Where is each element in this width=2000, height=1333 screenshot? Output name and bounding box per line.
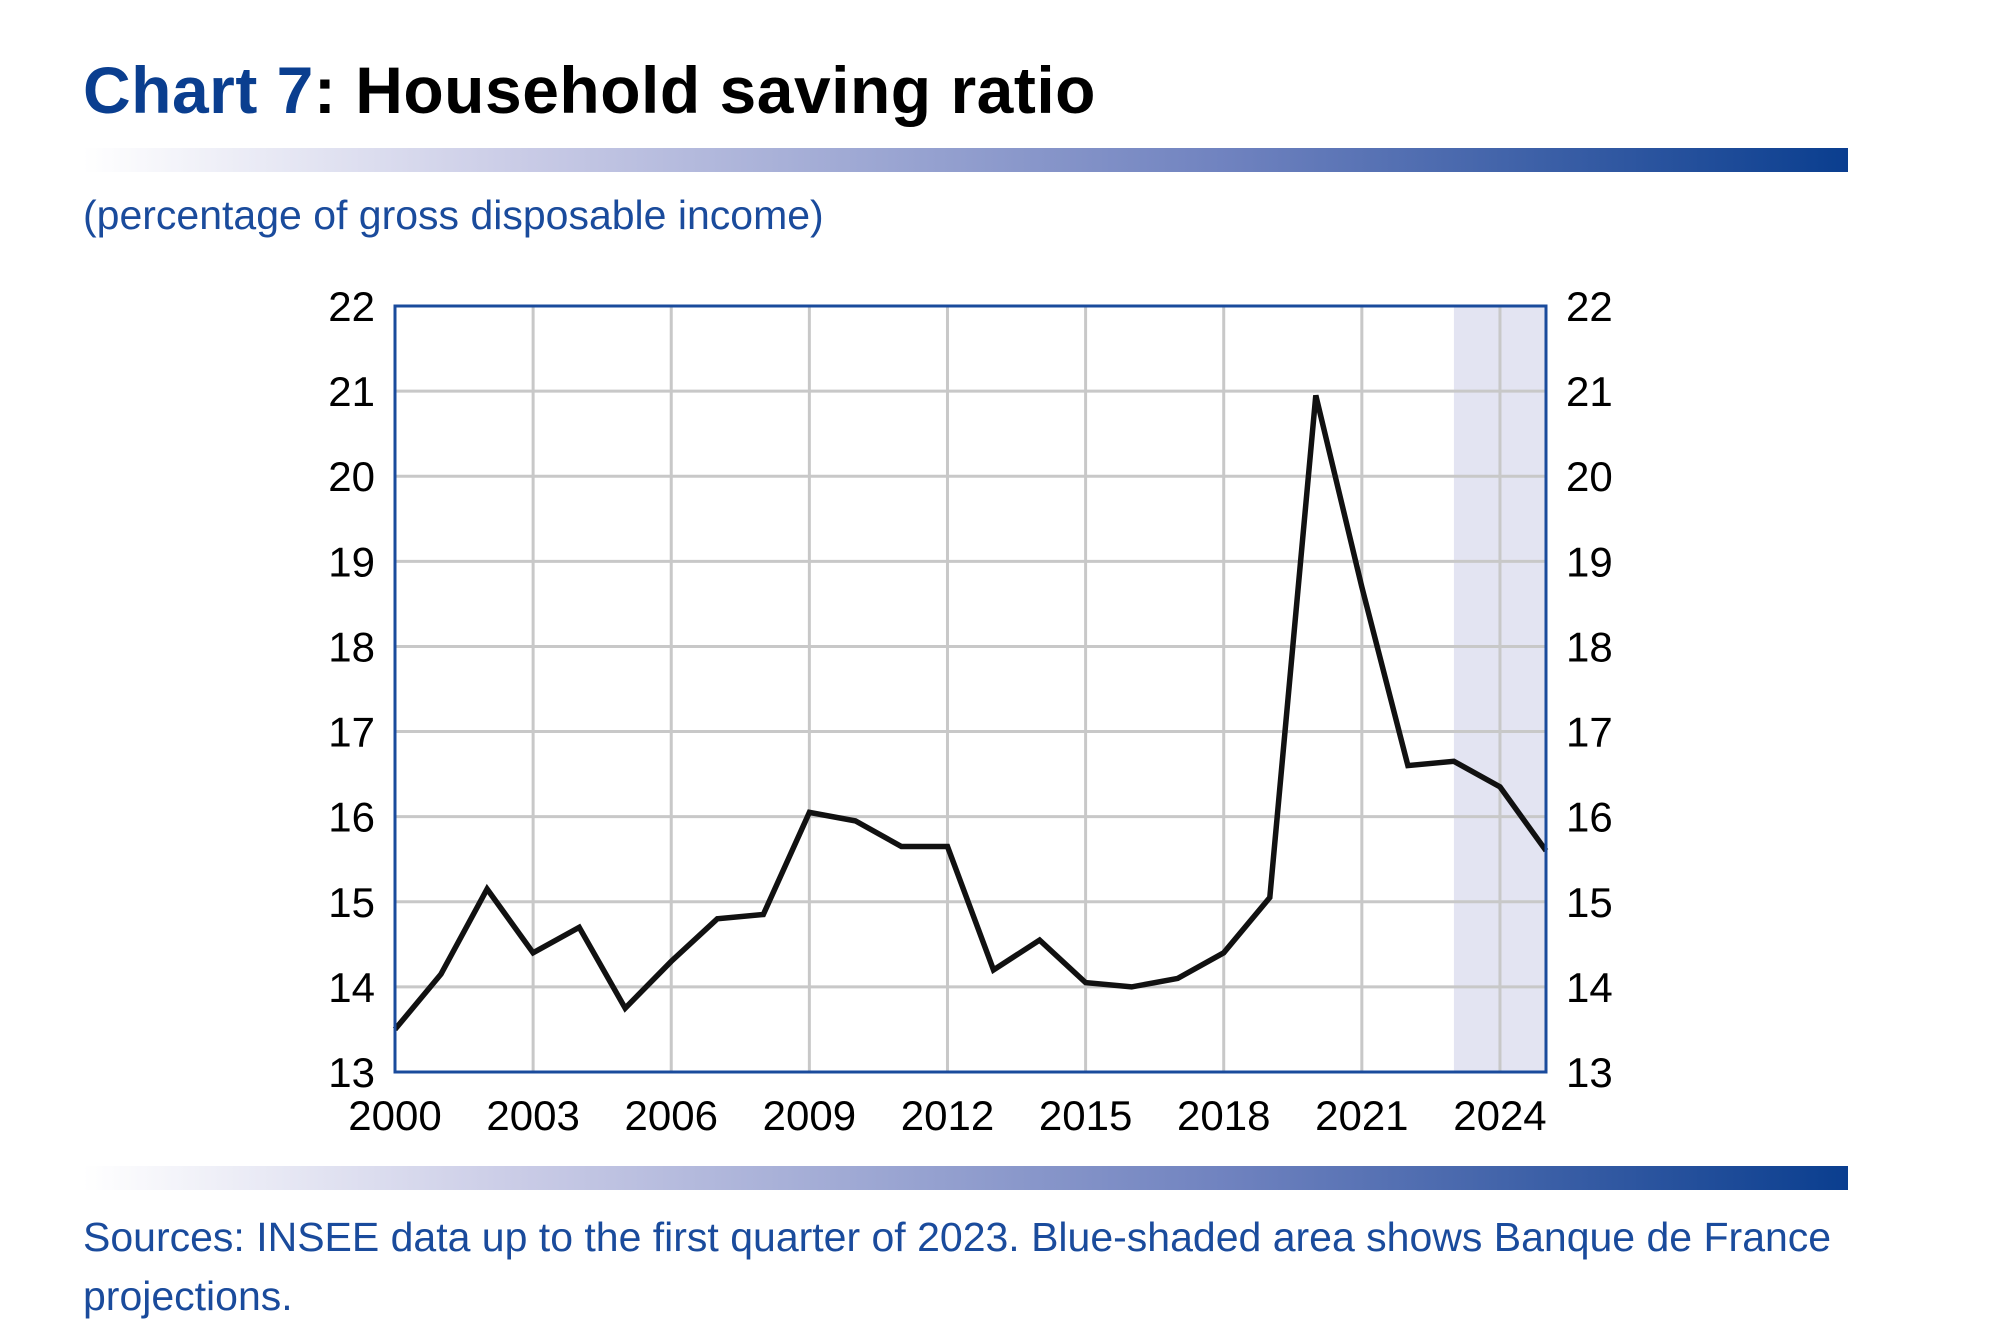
y-tick-label-left: 17 xyxy=(328,709,375,756)
y-tick-label-right: 21 xyxy=(1566,368,1613,415)
y-tick-label-left: 19 xyxy=(328,538,375,585)
chart-title-text: : Household saving ratio xyxy=(313,53,1096,127)
x-tick-label: 2018 xyxy=(1177,1092,1270,1139)
y-tick-label-left: 13 xyxy=(328,1049,375,1096)
chart-subtitle: (percentage of gross disposable income) xyxy=(83,192,824,238)
y-tick-label-right: 16 xyxy=(1566,794,1613,841)
x-tick-label: 2009 xyxy=(763,1092,856,1139)
y-tick-label-right: 14 xyxy=(1566,964,1613,1011)
series-layer xyxy=(392,394,1549,1032)
source-note: Sources: INSEE data up to the first quar… xyxy=(83,1214,1832,1320)
x-tick-label: 2015 xyxy=(1039,1092,1132,1139)
chart-title: Chart 7: Household saving ratio xyxy=(83,52,1096,128)
y-tick-label-left: 20 xyxy=(328,453,375,500)
grid-layer xyxy=(395,306,1546,1072)
x-tick-label: 2003 xyxy=(486,1092,579,1139)
y-tick-label-right: 13 xyxy=(1566,1049,1613,1096)
y-tick-label-left: 22 xyxy=(328,283,375,330)
x-tick-label: 2006 xyxy=(625,1092,718,1139)
y-tick-label-right: 17 xyxy=(1566,709,1613,756)
chart-number: Chart 7 xyxy=(83,53,314,127)
y-tick-label-left: 15 xyxy=(328,879,375,926)
bottom-gradient-bar xyxy=(83,1166,1848,1190)
x-tick-label: 2000 xyxy=(348,1092,441,1139)
x-tick-label: 2024 xyxy=(1453,1092,1546,1139)
y-tick-label-right: 22 xyxy=(1566,283,1613,330)
y-tick-label-left: 14 xyxy=(328,964,375,1011)
y-tick-label-left: 18 xyxy=(328,623,375,670)
y-tick-label-left: 21 xyxy=(328,368,375,415)
plot-frame-layer xyxy=(393,304,1548,1074)
saving-ratio-line xyxy=(392,394,1549,1032)
y-tick-label-right: 20 xyxy=(1566,453,1613,500)
x-tick-label: 2012 xyxy=(901,1092,994,1139)
top-gradient-bar xyxy=(83,148,1848,172)
y-tick-label-right: 15 xyxy=(1566,879,1613,926)
y-tick-label-right: 19 xyxy=(1566,538,1613,585)
y-tick-label-left: 16 xyxy=(328,794,375,841)
y-tick-label-right: 18 xyxy=(1566,623,1613,670)
x-tick-label: 2021 xyxy=(1315,1092,1408,1139)
plot-frame xyxy=(393,304,1548,1074)
